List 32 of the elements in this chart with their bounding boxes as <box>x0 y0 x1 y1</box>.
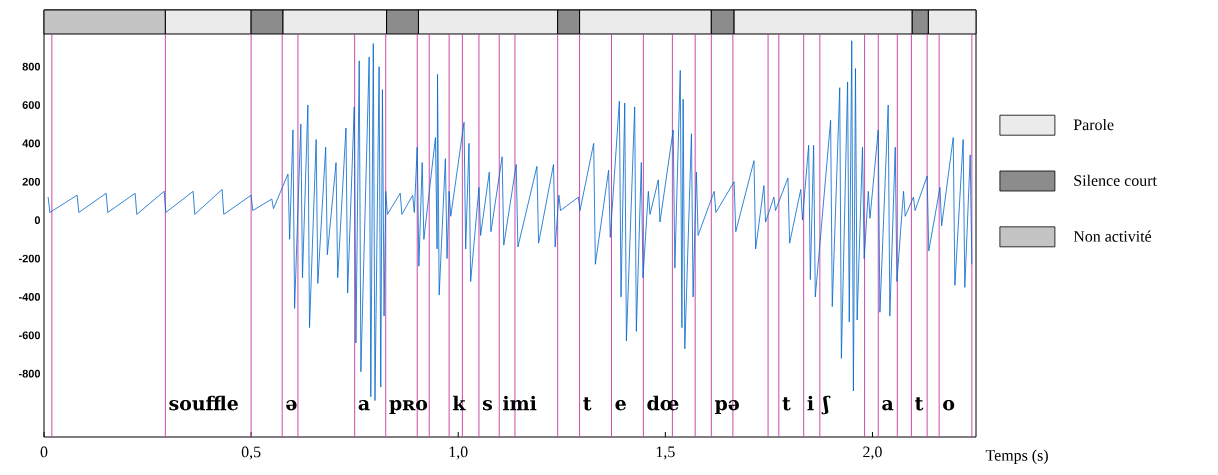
y-tick-label: -600 <box>18 331 41 340</box>
y-tick-label: -200 <box>18 254 41 263</box>
annotation: o <box>943 400 955 411</box>
y-tick-label: 400 <box>22 139 41 148</box>
annotation: t <box>915 397 924 411</box>
annotation: t <box>782 397 791 411</box>
annotation: a <box>882 400 894 411</box>
legend-label: Silence court <box>1074 174 1157 186</box>
x-tick-label: 2,0 <box>863 446 882 460</box>
annotation: s <box>482 400 493 411</box>
annotation: ʃ <box>821 395 831 415</box>
annotation: imi <box>503 395 537 411</box>
annotation: pə <box>714 400 739 415</box>
annotation: souffle <box>169 395 238 411</box>
annotation: pʀo <box>389 400 428 415</box>
x-tick-label: 0,5 <box>241 446 261 460</box>
x-axis-title: Temps (s) <box>985 449 1048 464</box>
y-tick-label: -800 <box>18 369 41 378</box>
y-tick-label: 800 <box>22 62 41 71</box>
annotation: a <box>358 400 370 411</box>
x-tick-label: 1,5 <box>656 446 675 460</box>
legend-label: Parole <box>1073 118 1114 131</box>
annotation: t <box>583 397 592 411</box>
y-tick-label: 200 <box>22 177 41 186</box>
y-tick-label: 600 <box>22 101 41 109</box>
x-tick-label: 1,0 <box>449 446 468 460</box>
annotation: ə <box>286 400 297 411</box>
annotation: i <box>807 395 814 411</box>
annotation: e <box>615 400 626 411</box>
y-tick-label: -400 <box>18 293 41 301</box>
legend-label: Non activité <box>1073 230 1152 242</box>
y-tick-label: 0 <box>34 216 41 225</box>
